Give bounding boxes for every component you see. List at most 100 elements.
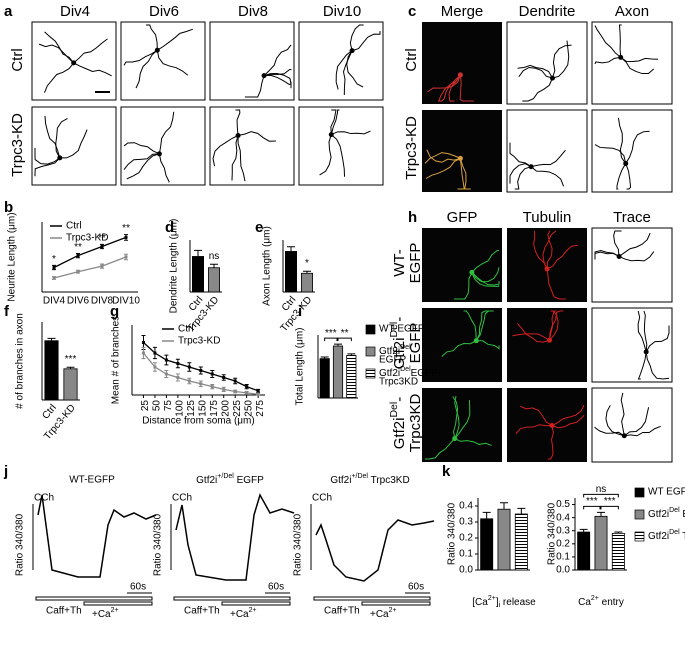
point xyxy=(210,385,214,389)
soma xyxy=(261,73,267,79)
bar xyxy=(44,340,59,401)
soma xyxy=(473,338,479,344)
neurite xyxy=(620,56,658,63)
text-part: Gtf2i xyxy=(391,418,408,450)
text-part: - xyxy=(411,346,414,357)
sig-bracket xyxy=(583,505,601,510)
soma xyxy=(621,433,627,439)
legend-swatch xyxy=(365,324,376,335)
panel-label: c xyxy=(408,3,416,20)
row-label: EGFP xyxy=(407,243,424,284)
legend-label: Gtf2iDel EGFP xyxy=(648,507,685,519)
x-tick-label: 50 xyxy=(152,400,163,412)
row-label: Trpc3-KD xyxy=(9,113,26,177)
neurite xyxy=(425,157,461,179)
soma xyxy=(528,164,534,170)
panel-label: a xyxy=(4,3,13,20)
image-bg xyxy=(422,228,502,302)
neurite xyxy=(346,50,364,88)
panel-label: k xyxy=(442,463,451,480)
bar xyxy=(63,368,78,401)
y-axis-label: Ratio 340/380 xyxy=(153,513,164,576)
soma xyxy=(547,337,553,343)
neurite xyxy=(263,44,292,76)
y-axis-label: Ratio 340/380 xyxy=(447,502,458,565)
stim-bar xyxy=(83,601,153,606)
point xyxy=(199,382,203,386)
text-part: Del xyxy=(388,322,400,338)
neurite xyxy=(426,149,461,163)
point xyxy=(199,369,203,372)
neurite xyxy=(514,166,532,190)
text-part: EGFP xyxy=(680,509,685,520)
significance: * xyxy=(305,258,309,269)
significance: ** xyxy=(98,233,106,244)
bar xyxy=(514,513,528,571)
neurite xyxy=(34,147,61,165)
scale-label: 60s xyxy=(130,582,146,593)
neurite xyxy=(515,424,553,435)
neurite xyxy=(463,310,477,341)
point xyxy=(256,389,260,393)
trace xyxy=(37,494,157,578)
row-label: WT- xyxy=(391,249,408,277)
column-header: GFP xyxy=(447,209,478,226)
bar xyxy=(300,272,313,293)
x-tick-label: 175 xyxy=(209,400,220,417)
text-part: - xyxy=(391,317,408,322)
point xyxy=(222,387,226,391)
image-frame xyxy=(209,21,295,101)
significance: *** xyxy=(325,328,337,339)
y-tick-label: 0.5 xyxy=(556,499,570,510)
y-axis-label: # of branches in axon xyxy=(15,313,26,409)
soma xyxy=(643,349,649,355)
stim-bar xyxy=(221,601,291,606)
neurite xyxy=(618,251,655,262)
bar xyxy=(207,267,220,293)
image-frame xyxy=(298,106,384,186)
error-bar xyxy=(210,263,218,268)
column-header: Dendrite xyxy=(519,3,576,20)
neurite xyxy=(123,142,160,155)
neurite xyxy=(594,25,622,58)
text-part: - xyxy=(391,397,408,402)
error-bar xyxy=(320,356,329,359)
y-tick-label: 0.4 xyxy=(556,512,570,523)
text-part: Del xyxy=(400,344,411,351)
image-frame xyxy=(298,21,384,101)
image-frame xyxy=(120,21,206,101)
neurite xyxy=(263,68,292,77)
bar xyxy=(284,251,297,293)
legend-swatch xyxy=(634,509,645,520)
annotation: Caff+Th xyxy=(324,606,360,617)
point xyxy=(164,358,168,362)
text-part: Gtf2i xyxy=(648,531,669,542)
neurite xyxy=(212,135,239,167)
neurite xyxy=(605,405,625,437)
x-tick-label: DIV4 xyxy=(43,296,66,307)
series-line xyxy=(53,256,127,279)
neurite xyxy=(448,74,461,102)
y-axis-label: Dendrite Length (μm) xyxy=(169,219,180,314)
panel-label: d xyxy=(165,219,174,236)
neurite xyxy=(551,404,585,426)
text-part: EGFP xyxy=(407,243,424,284)
error-bar xyxy=(334,343,342,347)
point xyxy=(176,362,180,365)
column-header: Merge xyxy=(441,3,484,20)
neurite xyxy=(135,49,158,89)
error-bar xyxy=(66,366,75,369)
significance: *** xyxy=(586,496,598,507)
neurite xyxy=(549,310,559,341)
point xyxy=(76,254,80,258)
point xyxy=(100,245,104,248)
panel-label: i xyxy=(298,303,302,320)
neurite xyxy=(645,325,670,353)
neurite xyxy=(613,230,622,257)
image-bg xyxy=(507,308,587,382)
x-axis-label: [Ca2+]i release xyxy=(472,595,536,609)
annotation: CCh xyxy=(312,493,332,504)
point xyxy=(100,264,104,268)
significance: ** xyxy=(122,223,130,234)
error-bar xyxy=(194,249,202,257)
